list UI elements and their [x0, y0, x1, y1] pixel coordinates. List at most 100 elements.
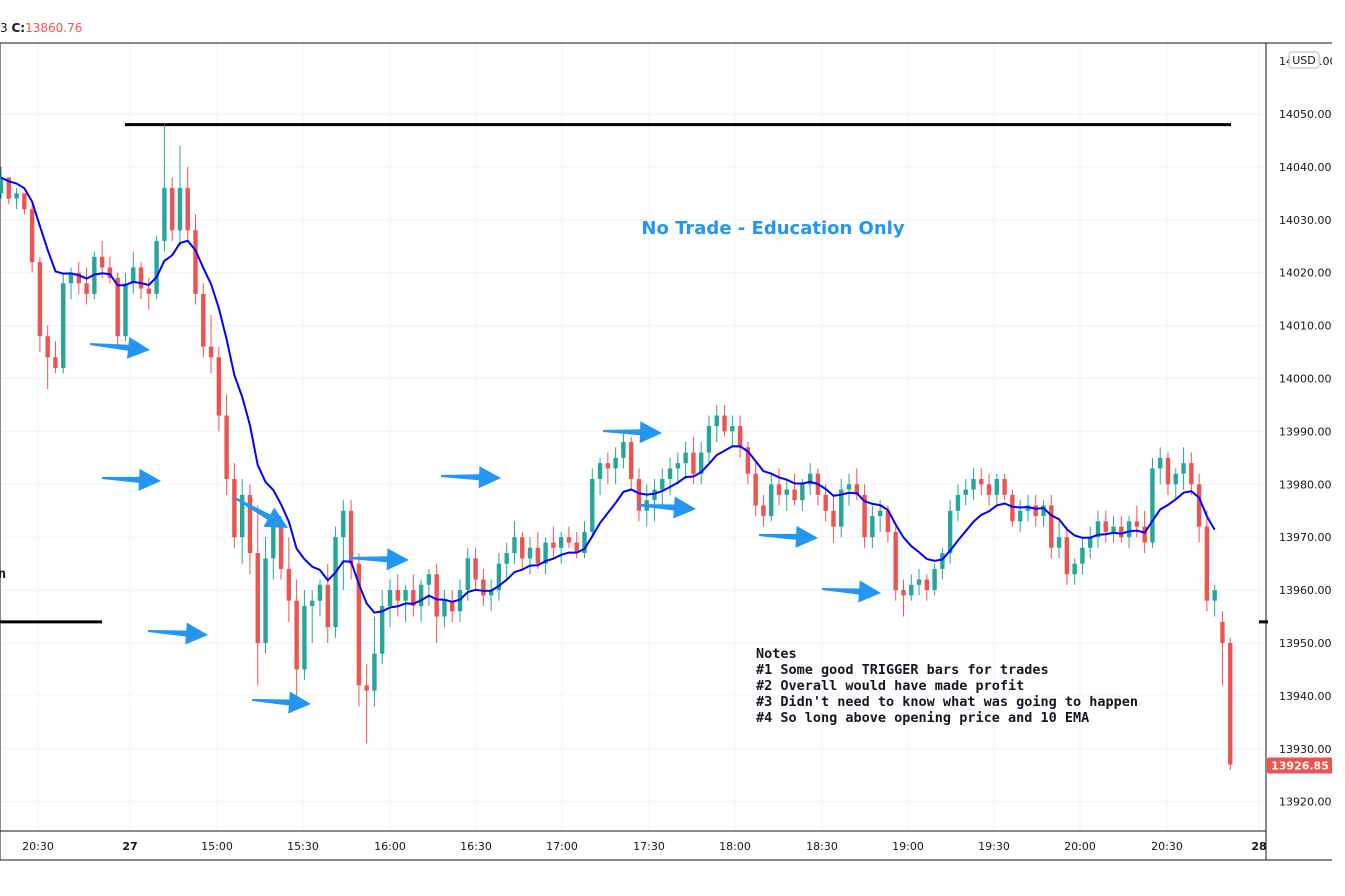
candle	[730, 415, 735, 448]
candle	[582, 521, 587, 559]
candle	[660, 468, 665, 506]
candle	[84, 267, 89, 305]
price-axis[interactable]: 14050.00 14040.00 14030.00 14020.00 14010.00…	[1279, 55, 1337, 809]
candle	[131, 251, 136, 294]
candle	[722, 404, 727, 437]
candle	[862, 484, 867, 548]
time-tick-label: 16:00	[374, 840, 406, 853]
candle	[706, 415, 712, 464]
candle	[14, 188, 19, 210]
currency-label: USD	[1292, 54, 1316, 67]
price-tick-label: 14040.00	[1279, 161, 1332, 174]
candle	[216, 346, 222, 432]
time-axis[interactable]: 20:30 27 15:00 15:30 16:00 16:30 17:00 17:30 18:…	[22, 840, 1267, 853]
candle	[1181, 447, 1186, 490]
candle	[29, 203, 35, 273]
candle	[348, 500, 354, 580]
trigger-arrow	[758, 525, 818, 548]
candles	[0, 124, 1233, 770]
candle	[372, 616, 377, 707]
level-lines	[0, 123, 1268, 624]
trigger-arrow	[821, 580, 881, 603]
candle	[901, 579, 906, 617]
candle	[940, 547, 945, 580]
candle	[473, 547, 478, 591]
close-value: 13860.76	[25, 21, 83, 35]
candle	[613, 447, 618, 485]
left-edge-text: n	[0, 566, 6, 582]
candle	[807, 463, 813, 495]
trigger-arrow	[251, 691, 311, 714]
candle	[971, 468, 976, 501]
candle	[154, 235, 159, 300]
candle	[364, 664, 369, 744]
candle	[68, 267, 74, 300]
time-tick-label: 17:30	[633, 840, 665, 853]
candle	[574, 531, 579, 559]
candle	[1150, 457, 1155, 548]
price-tick-label: 13940.00	[1279, 690, 1332, 703]
candle	[776, 468, 782, 506]
candle	[823, 484, 828, 522]
candle	[434, 563, 439, 643]
candle	[255, 505, 260, 686]
candle	[232, 463, 237, 548]
candle	[628, 436, 634, 490]
candle	[597, 457, 603, 495]
candle	[1041, 500, 1046, 527]
trigger-arrow	[440, 466, 501, 489]
time-tick-label: 17:00	[546, 840, 578, 853]
candle	[1088, 526, 1093, 559]
candle	[310, 590, 315, 643]
candle	[1072, 558, 1077, 585]
last-price-label: 13926.85	[1267, 757, 1333, 774]
candle	[239, 479, 245, 564]
chart-frame	[0, 42, 1338, 861]
candle	[1080, 537, 1085, 575]
candle	[815, 468, 821, 506]
candle	[294, 579, 299, 696]
candle	[1103, 510, 1108, 543]
candle	[652, 479, 657, 522]
price-tick-label: 13960.00	[1279, 584, 1332, 597]
time-tick-label: 20:30	[22, 840, 54, 853]
candle	[162, 124, 167, 252]
candle	[193, 214, 198, 305]
note-line: #1 Some good TRIGGER bars for trades	[756, 662, 1049, 678]
candle	[955, 484, 961, 522]
time-tick-label: 28	[1251, 840, 1266, 853]
candle	[846, 473, 852, 506]
candle	[1095, 510, 1101, 548]
price-tick-label: 14050.00	[1279, 108, 1332, 121]
candle	[457, 579, 463, 622]
candle	[605, 452, 611, 485]
time-tick-label: 20:00	[1064, 840, 1096, 853]
price-tick-label: 13990.00	[1279, 425, 1332, 438]
currency-badge[interactable]: USD	[1288, 51, 1320, 69]
candle	[1064, 526, 1070, 585]
candle	[302, 590, 307, 681]
price-tick-label: 13980.00	[1279, 478, 1332, 491]
candle	[1049, 494, 1054, 559]
time-tick-label: 15:00	[201, 840, 233, 853]
candle	[699, 441, 704, 485]
candle	[177, 145, 183, 247]
candle	[488, 579, 494, 612]
candle	[224, 394, 229, 495]
price-tick-label: 14000.00	[1279, 373, 1332, 386]
candle	[481, 568, 486, 606]
candle	[1220, 611, 1225, 686]
time-tick-label: 16:30	[460, 840, 492, 853]
candle	[1056, 521, 1062, 559]
candle	[839, 479, 844, 538]
close-label: C:	[11, 21, 26, 35]
notes-block: Notes#1 Some good TRIGGER bars for trade…	[756, 646, 1138, 726]
candle	[317, 579, 323, 617]
note-line: #2 Overall would have made profit	[756, 678, 1024, 694]
candle	[0, 166, 4, 199]
candle	[380, 590, 385, 665]
candle	[520, 531, 525, 569]
candle	[932, 563, 937, 596]
time-tick-label: 18:00	[719, 840, 751, 853]
